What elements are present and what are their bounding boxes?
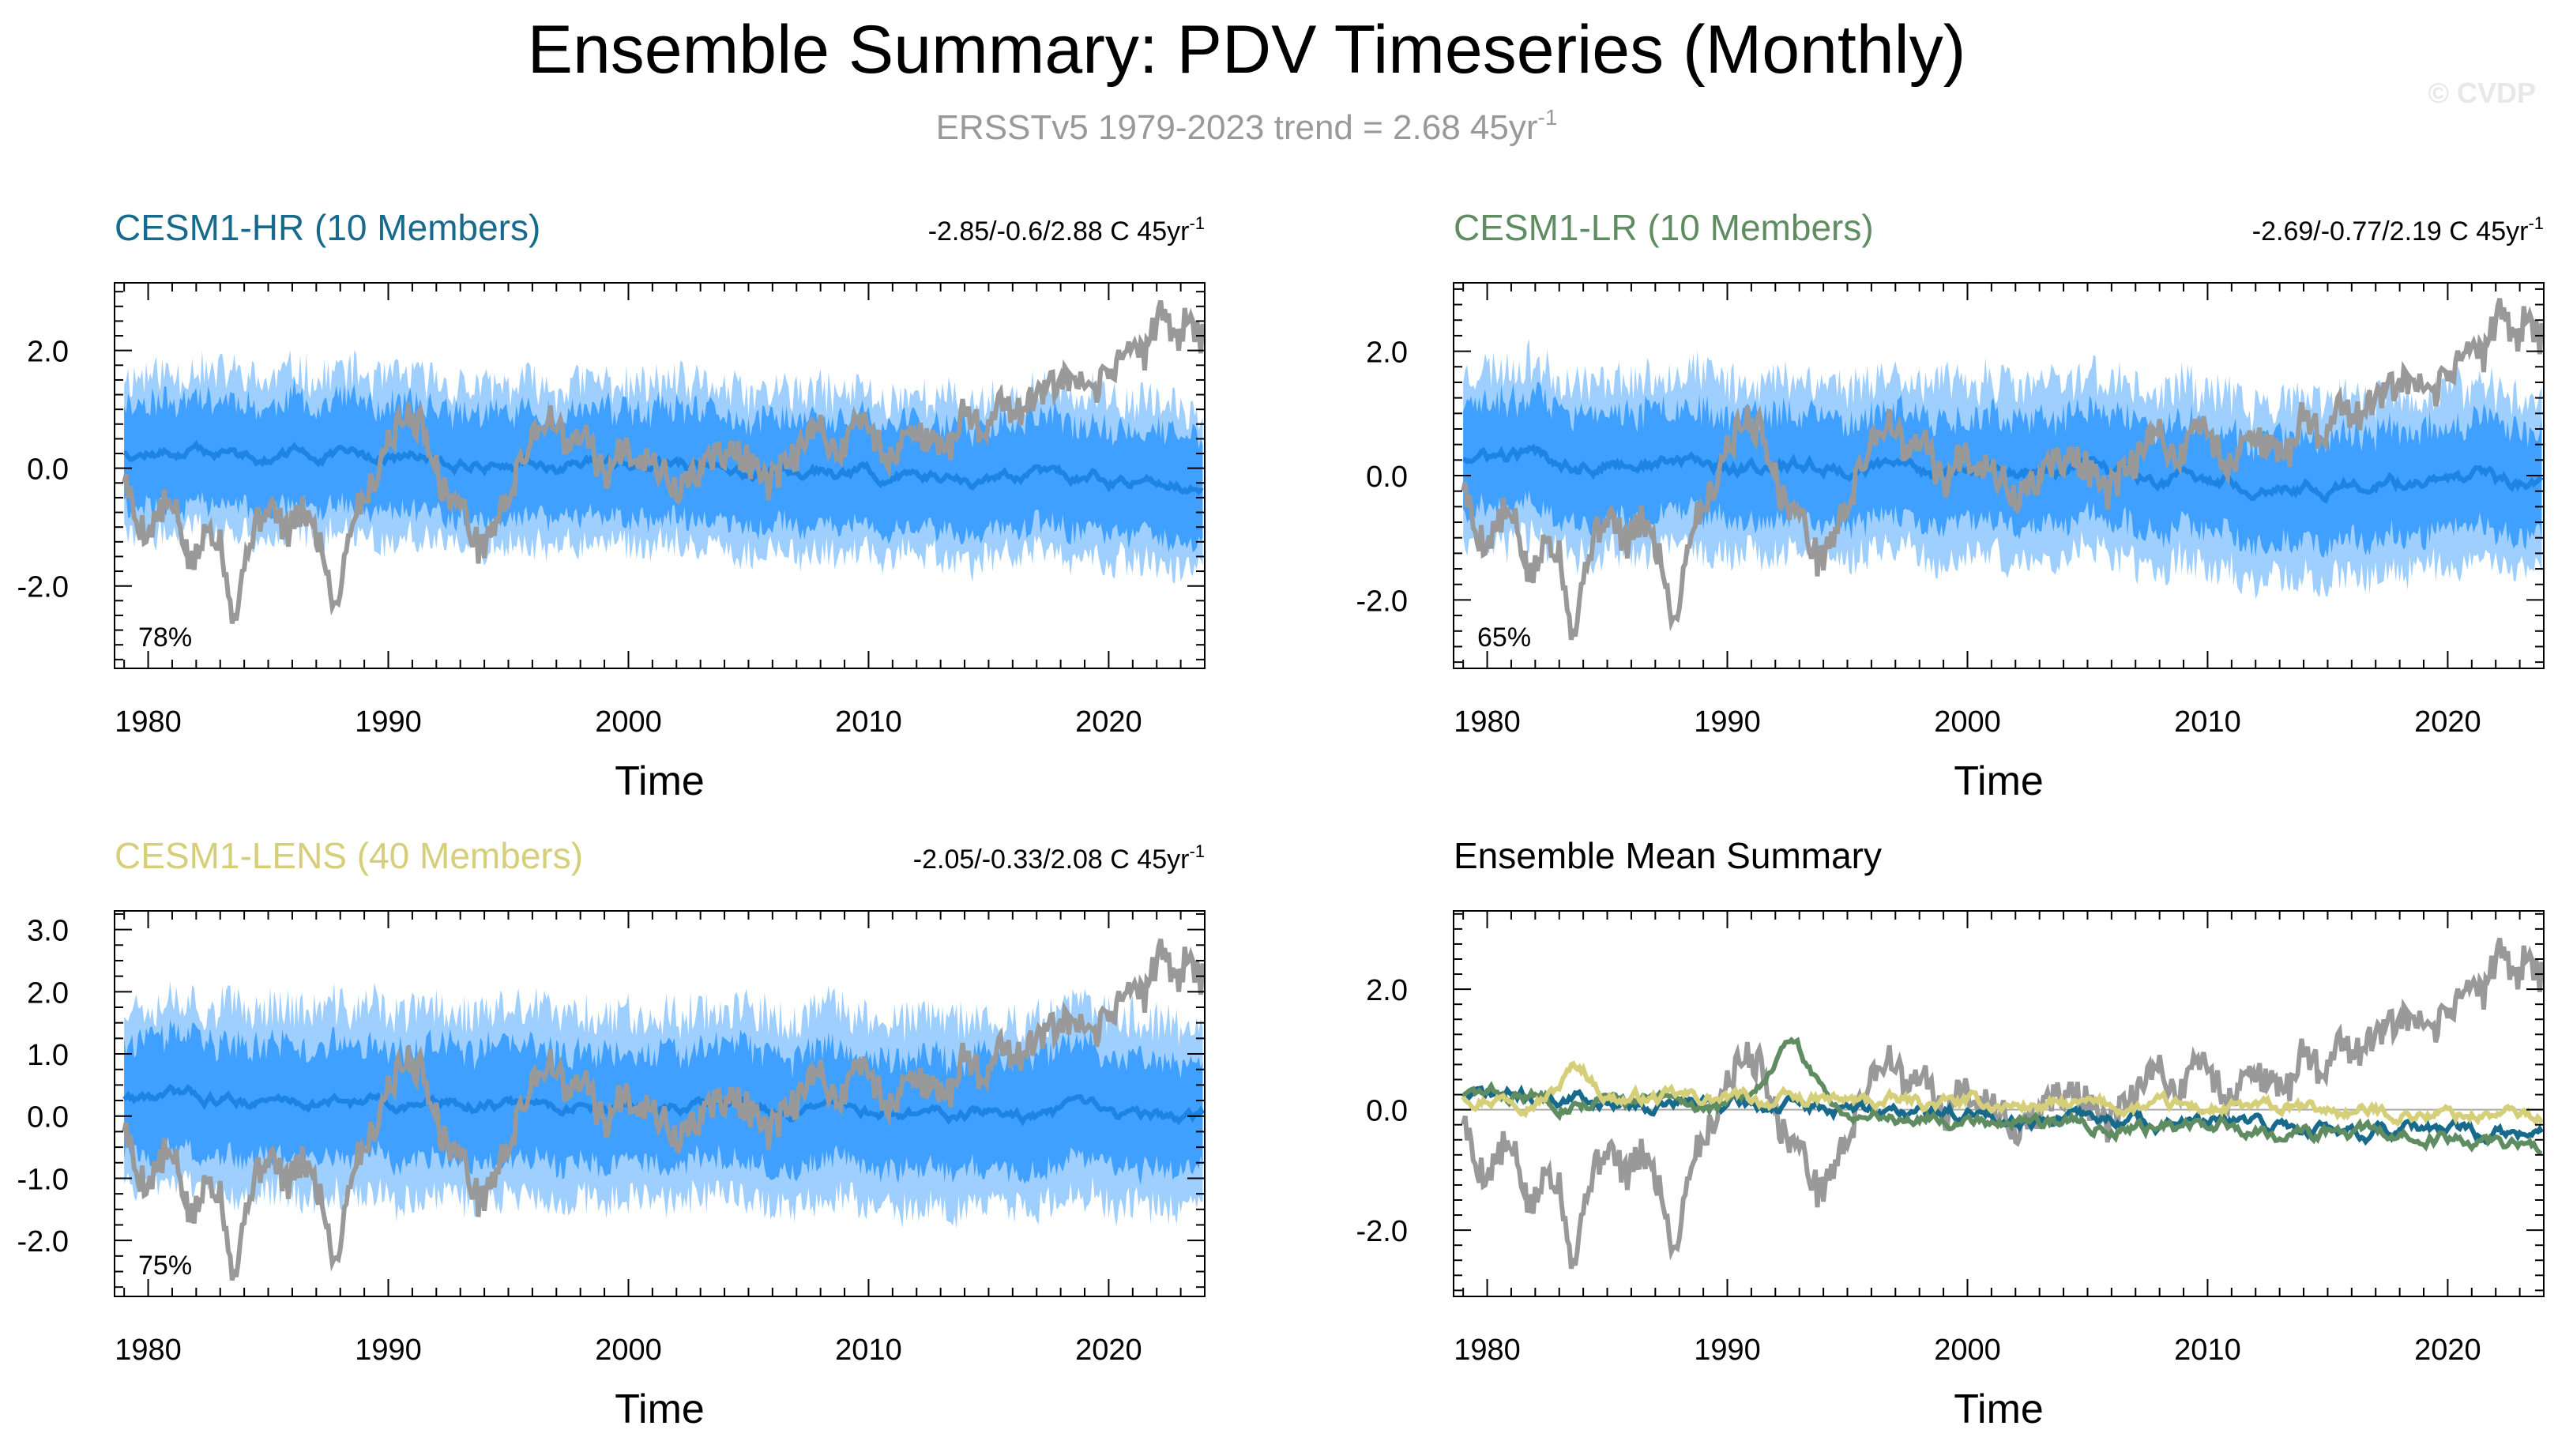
panel-cesm1-lr: CESM1-LR (10 Members) -2.69/-0.77/2.19 C …	[1356, 207, 2545, 804]
figure-subtitle: ERSSTv5 1979-2023 trend = 2.68 45yr-1	[936, 105, 1558, 147]
plot-area	[1454, 937, 2544, 1270]
x-axis-label: Time	[1954, 1386, 2044, 1432]
x-tick-label: 1980	[1454, 705, 1521, 739]
panel-title: CESM1-LR (10 Members)	[1454, 207, 1874, 248]
x-axis-label: Time	[615, 758, 705, 804]
trend-text: -2.85/-0.6/2.88 C 45yr	[928, 216, 1190, 246]
x-tick-label: 2010	[835, 1334, 902, 1367]
trend-annotation: -2.69/-0.77/2.19 C 45yr-1	[2252, 213, 2544, 246]
x-tick-label: 1980	[1454, 1334, 1521, 1367]
x-tick-label: 1990	[1694, 705, 1761, 739]
x-tick-label: 1990	[355, 1334, 422, 1367]
observed-line	[122, 938, 1205, 1281]
y-tick-label: -2.0	[17, 1225, 69, 1258]
panel-title: CESM1-LENS (40 Members)	[115, 835, 583, 876]
trend-superscript: -1	[1189, 213, 1205, 233]
percent-label: 78%	[138, 623, 192, 653]
panel-title: Ensemble Mean Summary	[1454, 835, 1882, 876]
plot-frame	[1453, 910, 2545, 1297]
trend-text: -2.05/-0.33/2.08 C 45yr	[913, 845, 1190, 875]
plot-area	[115, 938, 1205, 1281]
x-tick-label: 2020	[1075, 705, 1142, 739]
panel-cesm1-hr: CESM1-HR (10 Members) -2.85/-0.6/2.88 C 4…	[17, 207, 1206, 804]
plot-frame	[114, 910, 1206, 1297]
x-tick-label: 2000	[595, 705, 662, 739]
trend-text: -2.69/-0.77/2.19 C 45yr	[2252, 216, 2529, 246]
x-tick-label: 2000	[1934, 1334, 2001, 1367]
y-tick-label: 0.0	[27, 453, 69, 487]
y-tick-label: -2.0	[1356, 1215, 1408, 1248]
plot-frame	[114, 282, 1206, 669]
y-tick-label: -1.0	[17, 1163, 69, 1196]
y-tick-label: -2.0	[17, 571, 69, 604]
panel-ensemble-mean-summary: Ensemble Mean Summary 2.0 0.0 -2.0 1980 1990 2…	[1356, 835, 2545, 1432]
y-tick-label: 3.0	[27, 915, 69, 948]
percent-label: 75%	[138, 1251, 192, 1281]
trend-annotation: -2.05/-0.33/2.08 C 45yr-1	[913, 841, 1205, 875]
observed-line	[1461, 298, 2544, 641]
panel-cesm1-lens: CESM1-LENS (40 Members) -2.05/-0.33/2.08 …	[17, 835, 1206, 1432]
x-tick-label: 2020	[2414, 705, 2481, 739]
watermark: © CVDP	[2428, 77, 2536, 109]
spread-inner-band	[124, 1018, 1203, 1185]
x-tick-label: 2020	[2414, 1334, 2481, 1367]
x-tick-label: 1980	[115, 1334, 182, 1367]
x-tick-label: 1990	[1694, 1334, 1761, 1367]
x-tick-label: 2010	[2174, 1334, 2241, 1367]
x-tick-label: 2010	[2174, 705, 2241, 739]
panel-title: CESM1-HR (10 Members)	[115, 207, 540, 248]
trend-annotation: -2.85/-0.6/2.88 C 45yr-1	[928, 213, 1205, 246]
y-tick-label: 0.0	[1366, 461, 1408, 494]
percent-label: 65%	[1477, 623, 1531, 653]
figure-title: Ensemble Summary: PDV Timeseries (Monthl…	[528, 12, 1966, 88]
x-tick-label: 2000	[1934, 705, 2001, 739]
x-tick-label: 2020	[1075, 1334, 1142, 1367]
x-axis-label: Time	[615, 1386, 705, 1432]
y-tick-label: 2.0	[1366, 974, 1408, 1007]
plot-area	[1454, 298, 2544, 641]
x-axis-label: Time	[1954, 758, 2044, 804]
observed-line	[122, 299, 1205, 624]
y-tick-label: 0.0	[27, 1101, 69, 1134]
x-tick-label: 2010	[835, 705, 902, 739]
trend-superscript: -1	[2528, 213, 2544, 233]
summary-line-ersstv5	[1461, 937, 2544, 1270]
trend-superscript: -1	[1189, 841, 1205, 861]
y-tick-label: -2.0	[1356, 585, 1408, 618]
x-tick-label: 1980	[115, 705, 182, 739]
summary-line-cesm1-hr	[1461, 1084, 2544, 1146]
plot-area	[115, 299, 1205, 624]
y-tick-label: 0.0	[1366, 1095, 1408, 1128]
y-tick-label: 1.0	[27, 1039, 69, 1072]
subtitle-superscript: -1	[1538, 105, 1558, 130]
y-tick-label: 2.0	[27, 976, 69, 1010]
summary-line-cesm1-lens	[1461, 1060, 2544, 1127]
subtitle-text: ERSSTv5 1979-2023 trend = 2.68 45yr	[936, 108, 1538, 147]
x-tick-label: 2000	[595, 1334, 662, 1367]
y-tick-label: 2.0	[1366, 337, 1408, 370]
summary-line-cesm1-lr	[1461, 1037, 2542, 1156]
y-tick-label: 2.0	[27, 336, 69, 369]
x-tick-label: 1990	[355, 705, 422, 739]
